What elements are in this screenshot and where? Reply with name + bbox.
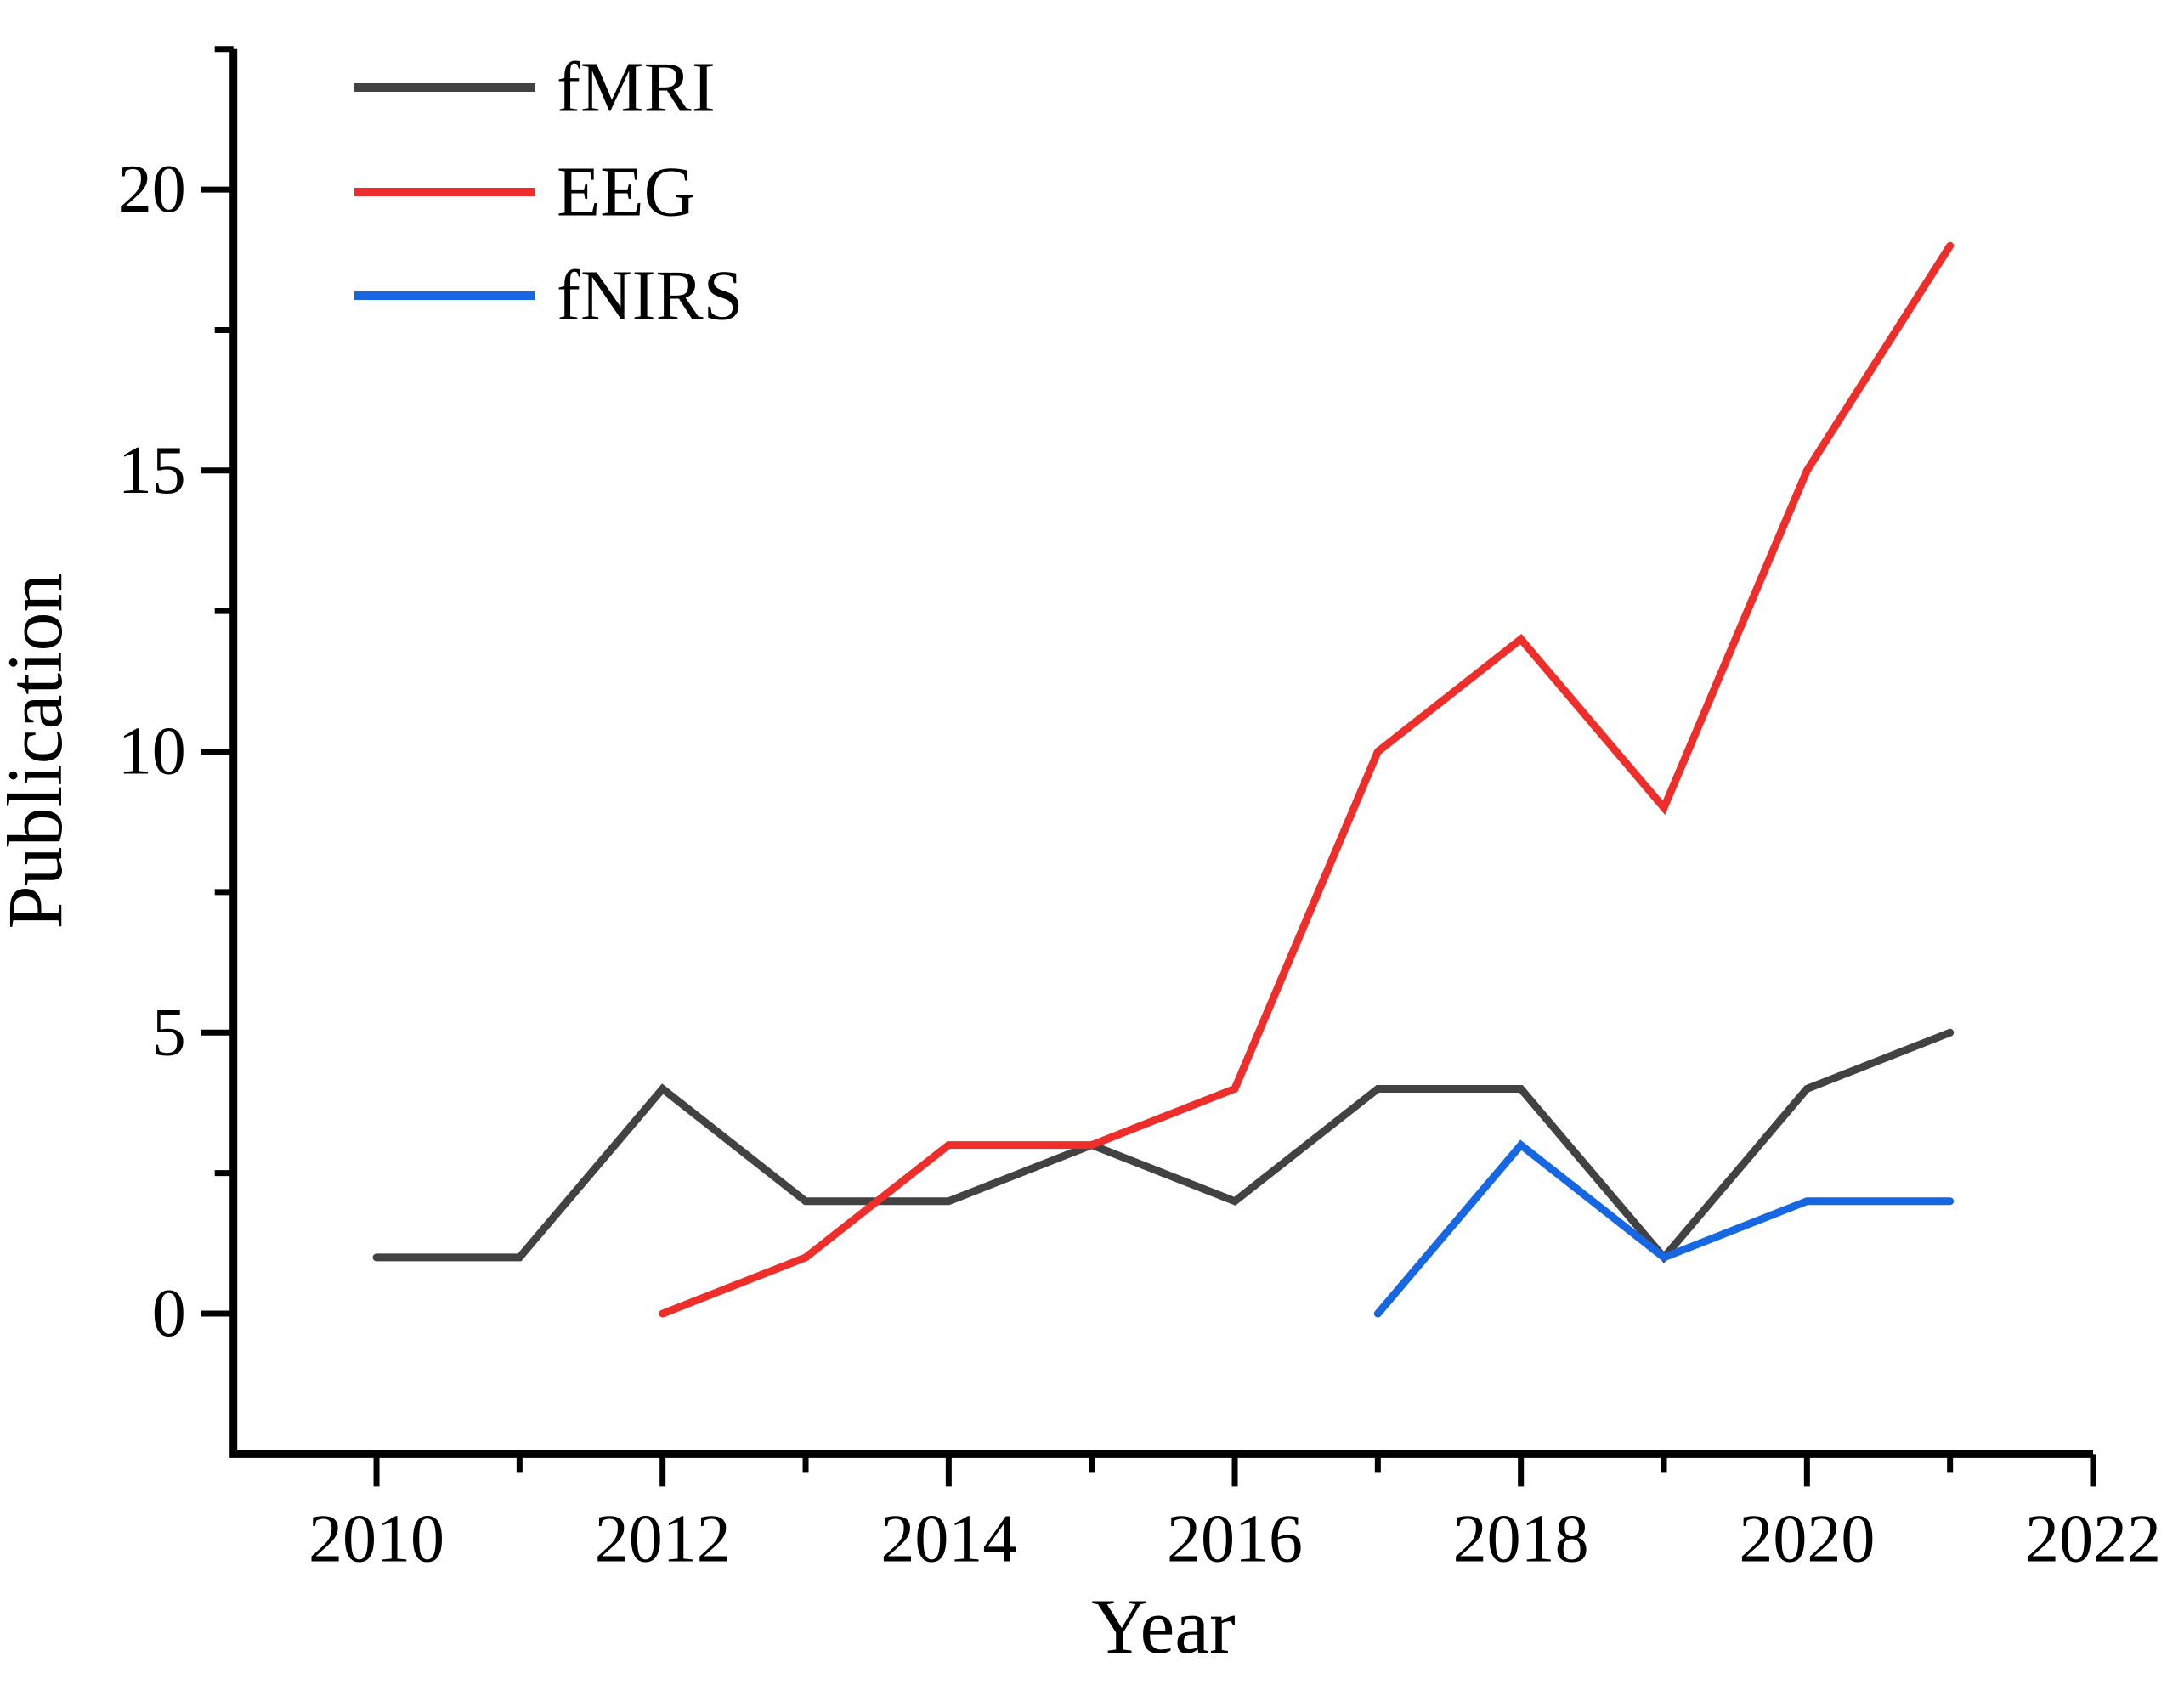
x-tick-label: 2014 (880, 1501, 1016, 1576)
legend-label-fNIRS: fNIRS (557, 257, 743, 336)
axis-spines (229, 48, 2093, 1458)
x-tick-label: 2010 (308, 1501, 444, 1576)
data-series (372, 241, 1955, 1318)
legend: fMRI EEG fNIRS (354, 48, 743, 336)
y-tick-label: 20 (118, 152, 186, 227)
legend-item-fNIRS: fNIRS (354, 257, 743, 336)
axes: 0 5 10 15 20 2010 2012 2014 2016 2018 2020 2022 (118, 46, 2161, 1576)
legend-label-EEG: EEG (557, 153, 695, 232)
x-axis-title: Year (1091, 1583, 1236, 1670)
legend-item-EEG: EEG (354, 153, 695, 232)
series-line-fNIRS (1373, 1139, 1955, 1318)
y-tick-label: 0 (152, 1276, 186, 1351)
x-tick-label: 2018 (1453, 1501, 1589, 1576)
y-tick-label: 10 (118, 715, 186, 789)
series-line-fMRI (372, 1028, 1955, 1263)
x-tick-label: 2016 (1167, 1501, 1303, 1576)
x-tick-label: 2012 (595, 1501, 731, 1576)
series-line-EEG (659, 241, 1955, 1318)
x-tick-label: 2020 (1739, 1501, 1875, 1576)
legend-item-fMRI: fMRI (354, 48, 716, 127)
y-tick-label: 15 (118, 433, 186, 508)
legend-label-fMRI: fMRI (557, 48, 716, 127)
y-axis-title: Publication (0, 573, 78, 929)
y-tick-label: 5 (152, 995, 186, 1070)
x-tick-label: 2022 (2025, 1501, 2161, 1576)
